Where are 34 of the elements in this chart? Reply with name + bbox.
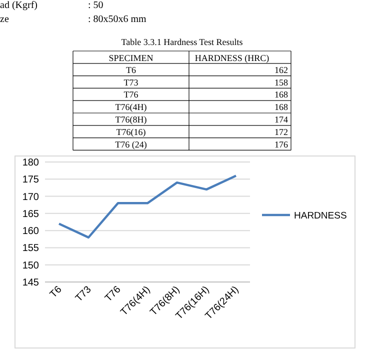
line-series bbox=[58, 174, 238, 239]
text: : 50 bbox=[88, 0, 104, 11]
text: 158 bbox=[274, 77, 288, 88]
text: T76(8H) bbox=[115, 114, 147, 124]
text: ze bbox=[0, 14, 10, 25]
y-tick-label: 165 bbox=[22, 208, 40, 220]
y-tick-label: 150 bbox=[22, 260, 40, 272]
text: ad (Kgrf) bbox=[0, 0, 38, 11]
x-tick-label: T73 bbox=[74, 284, 94, 304]
x-tick-label: T76 bbox=[103, 284, 124, 304]
y-tick-label: 180 bbox=[22, 158, 40, 168]
text: 162 bbox=[274, 64, 288, 75]
y-tick-label: 160 bbox=[22, 226, 40, 238]
y-tick-label: 155 bbox=[22, 243, 40, 254]
text: T76 bbox=[124, 90, 139, 100]
text: T73 bbox=[124, 77, 139, 88]
text: 176 bbox=[274, 139, 288, 150]
text: T76(16) bbox=[116, 126, 146, 137]
text: 168 bbox=[274, 102, 288, 112]
text: HARDNESS (HRC) bbox=[194, 53, 270, 63]
text: 172 bbox=[274, 126, 288, 137]
text: T76 (24) bbox=[115, 139, 147, 150]
text: 168 bbox=[274, 90, 288, 100]
legend-label: HARDNESS bbox=[294, 210, 347, 222]
text: 174 bbox=[274, 114, 288, 124]
y-tick-label: 170 bbox=[22, 192, 40, 203]
text: SPECIMEN bbox=[108, 53, 154, 63]
y-tick-label: 145 bbox=[22, 278, 40, 288]
y-tick-label: 175 bbox=[22, 174, 40, 186]
text: T76(4H) bbox=[115, 102, 147, 112]
text: : 80x50x6 mm bbox=[88, 14, 147, 25]
x-tick-label: T6 bbox=[48, 284, 64, 300]
text: T6 bbox=[126, 64, 136, 75]
caption: Table 3.3.1 Hardness Test Results bbox=[121, 37, 244, 47]
